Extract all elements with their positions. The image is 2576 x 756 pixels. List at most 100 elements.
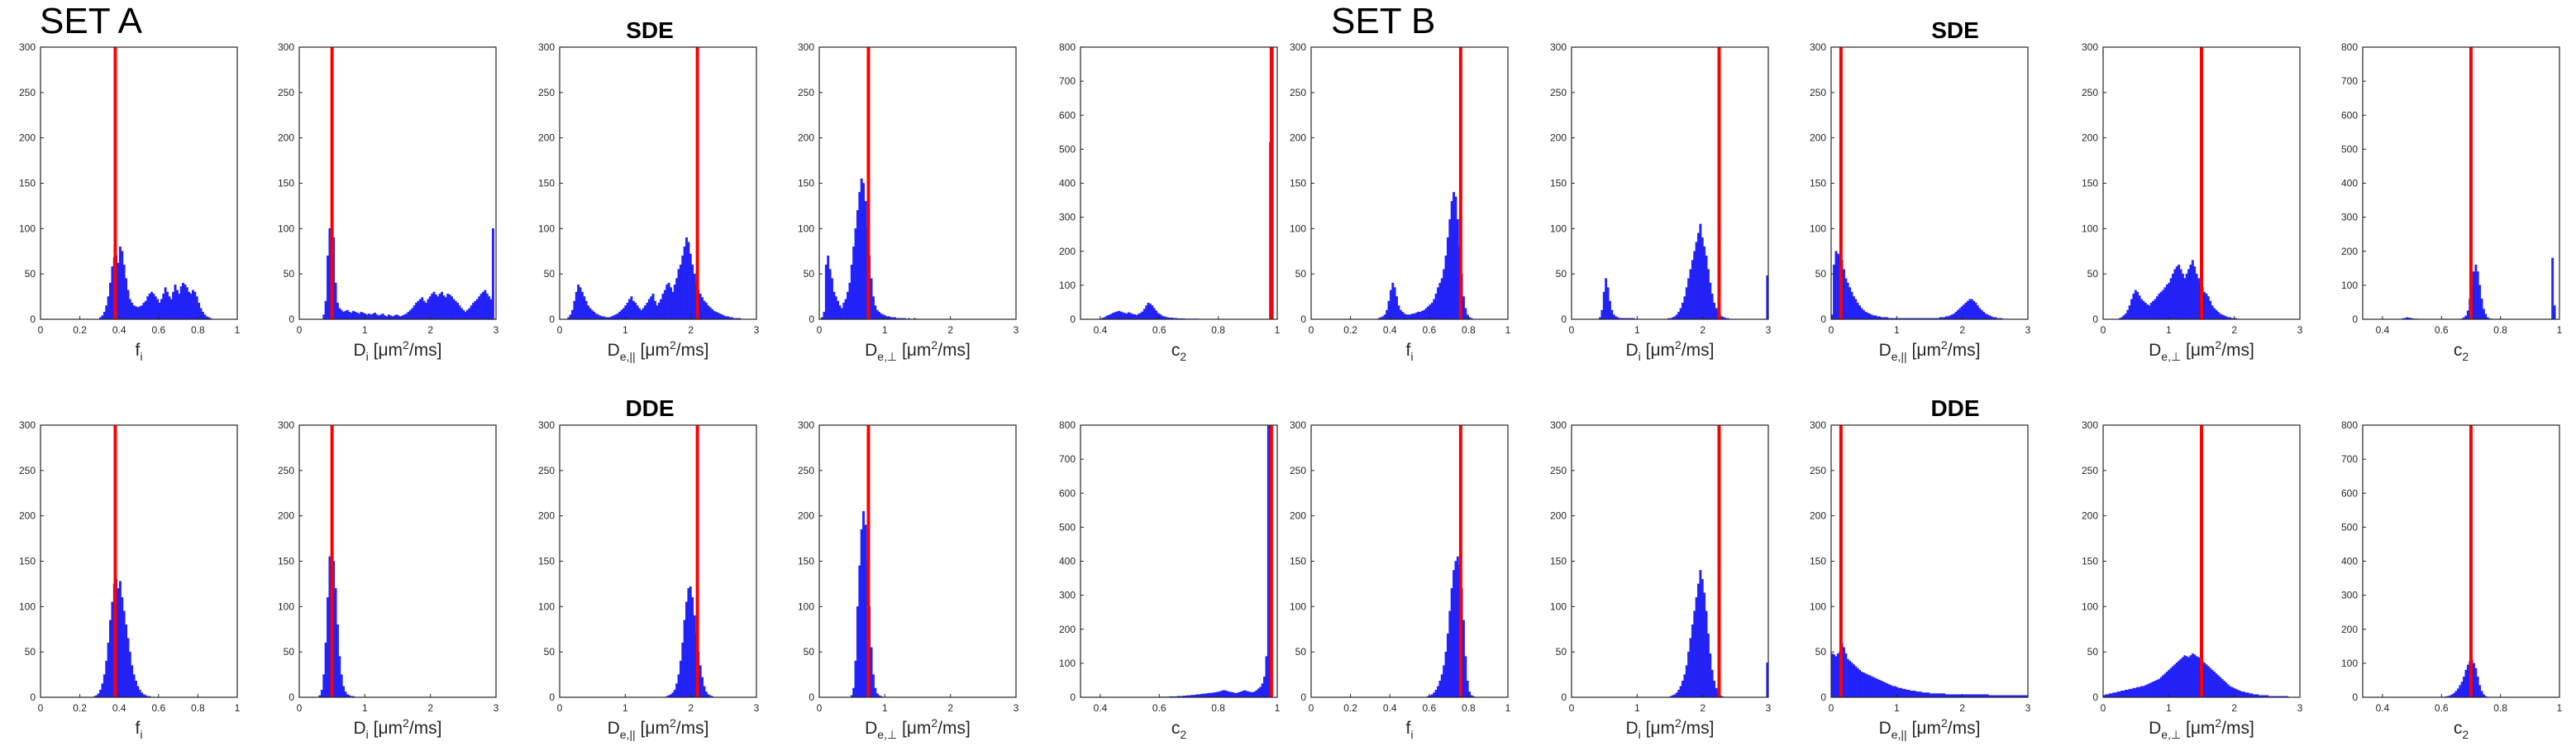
histogram-bar bbox=[131, 303, 134, 319]
histogram-bar bbox=[425, 303, 427, 319]
histogram-bar bbox=[1409, 314, 1412, 319]
histogram-bar bbox=[2140, 686, 2143, 697]
histogram-bar bbox=[117, 262, 120, 319]
x-tick-label: 2 bbox=[1959, 702, 1965, 714]
histogram-bar bbox=[395, 314, 398, 319]
histogram-bar bbox=[590, 309, 594, 319]
y-tick-label: 250 bbox=[2082, 87, 2098, 98]
histogram-bar bbox=[1456, 219, 1459, 319]
histogram-bar bbox=[1715, 308, 1718, 319]
histogram-bar bbox=[413, 305, 416, 319]
histogram-bar bbox=[2236, 689, 2240, 697]
x-axis-label: Di [μm2/ms] bbox=[1625, 338, 1714, 363]
histogram-bar bbox=[348, 311, 351, 319]
histogram-bar bbox=[121, 597, 124, 697]
y-tick-label: 300 bbox=[538, 41, 555, 53]
x-axis-label: c2 bbox=[2454, 341, 2469, 363]
x-tick-label: 3 bbox=[494, 702, 499, 714]
histogram-bar bbox=[1243, 690, 1247, 697]
histogram-bar bbox=[2213, 672, 2216, 697]
y-tick-label: 250 bbox=[1550, 465, 1567, 476]
histogram-bar bbox=[874, 687, 877, 697]
histogram-bar bbox=[342, 686, 345, 697]
histogram-bar bbox=[2206, 296, 2210, 319]
y-tick-label: 0 bbox=[809, 313, 814, 325]
histogram-bar bbox=[1850, 663, 1853, 697]
x-tick-label: 0.8 bbox=[1462, 702, 1476, 714]
histogram-bar bbox=[2193, 654, 2197, 697]
histogram-bar bbox=[2473, 663, 2475, 697]
histogram-bar bbox=[340, 309, 343, 319]
histogram-bar bbox=[708, 307, 712, 319]
histogram-bar bbox=[482, 291, 484, 319]
histogram-bar bbox=[1433, 692, 1436, 697]
histogram-bar bbox=[620, 309, 623, 319]
y-tick-label: 50 bbox=[284, 268, 295, 280]
histogram-bar bbox=[111, 266, 114, 319]
y-tick-label: 300 bbox=[538, 419, 555, 431]
x-axis-label: c2 bbox=[1171, 719, 1187, 741]
histogram-bar bbox=[2183, 278, 2187, 319]
histogram-bar bbox=[1419, 311, 1422, 319]
histogram-bar bbox=[2165, 672, 2168, 697]
histogram-bar bbox=[2185, 273, 2188, 319]
histogram-bar bbox=[1261, 683, 1264, 697]
histogram-bar bbox=[2215, 309, 2218, 319]
histogram-bar bbox=[1602, 291, 1605, 319]
histogram-bar bbox=[2169, 278, 2173, 319]
histogram-bar bbox=[1437, 686, 1439, 697]
histogram-bar bbox=[1886, 683, 1889, 697]
histogram-bar bbox=[1453, 192, 1455, 319]
histogram-bar bbox=[1137, 313, 1140, 319]
histogram-bar bbox=[2175, 663, 2178, 697]
histogram-bar bbox=[1844, 278, 1848, 319]
histogram-bar bbox=[340, 674, 343, 697]
histogram-bar bbox=[427, 299, 430, 319]
histogram-bar bbox=[1923, 692, 1926, 697]
y-tick-label: 150 bbox=[1550, 556, 1567, 567]
histogram-bar bbox=[1433, 299, 1436, 319]
histogram-bar bbox=[128, 651, 131, 697]
histogram-bar bbox=[691, 597, 694, 697]
histogram-bar bbox=[717, 313, 720, 319]
y-tick-label: 200 bbox=[1810, 510, 1826, 522]
histogram-bar bbox=[446, 294, 450, 319]
x-tick-label: 3 bbox=[2025, 324, 2031, 336]
y-tick-label: 100 bbox=[1550, 222, 1567, 234]
histogram-bar bbox=[1389, 289, 1392, 319]
histogram-bar bbox=[699, 665, 702, 697]
histogram-bar bbox=[2112, 692, 2116, 697]
x-tick-label: 0 bbox=[557, 702, 563, 714]
histogram-bar bbox=[1980, 309, 1983, 319]
histogram-bar bbox=[2464, 669, 2468, 697]
x-tick-label: 3 bbox=[1766, 702, 1772, 714]
dde-row-label-set-b: DDE bbox=[1930, 395, 1979, 421]
histogram-bar bbox=[342, 311, 345, 319]
histogram-bar bbox=[1850, 291, 1853, 319]
histogram-bar bbox=[1141, 311, 1144, 319]
histogram-bar bbox=[2178, 660, 2181, 697]
histogram-bar bbox=[1862, 672, 1865, 697]
histogram-bar bbox=[368, 313, 370, 319]
histogram-bar bbox=[860, 178, 863, 319]
x-tick-label: 0 bbox=[817, 702, 823, 714]
histogram-bar bbox=[350, 313, 353, 319]
y-tick-label: 300 bbox=[1550, 41, 1567, 53]
histogram-bar bbox=[870, 278, 873, 319]
x-tick-label: 1 bbox=[2166, 324, 2172, 336]
histogram-bar bbox=[854, 660, 857, 697]
x-axis-label: Di [μm2/ms] bbox=[353, 338, 441, 363]
histogram-bar bbox=[2158, 294, 2161, 319]
histogram-bar bbox=[673, 689, 676, 697]
x-tick-label: 0 bbox=[817, 324, 823, 336]
y-tick-label: 300 bbox=[1290, 41, 1306, 53]
histogram-bar bbox=[1438, 282, 1442, 319]
histogram-bar bbox=[2152, 682, 2155, 697]
histogram-bar bbox=[203, 314, 207, 319]
histogram-bar bbox=[2482, 309, 2485, 319]
histogram-bar bbox=[475, 299, 479, 319]
histogram-bar bbox=[1713, 681, 1715, 697]
y-tick-label: 300 bbox=[2082, 419, 2098, 431]
histogram-bar bbox=[1982, 311, 1985, 319]
x-tick-label: 3 bbox=[494, 324, 499, 336]
